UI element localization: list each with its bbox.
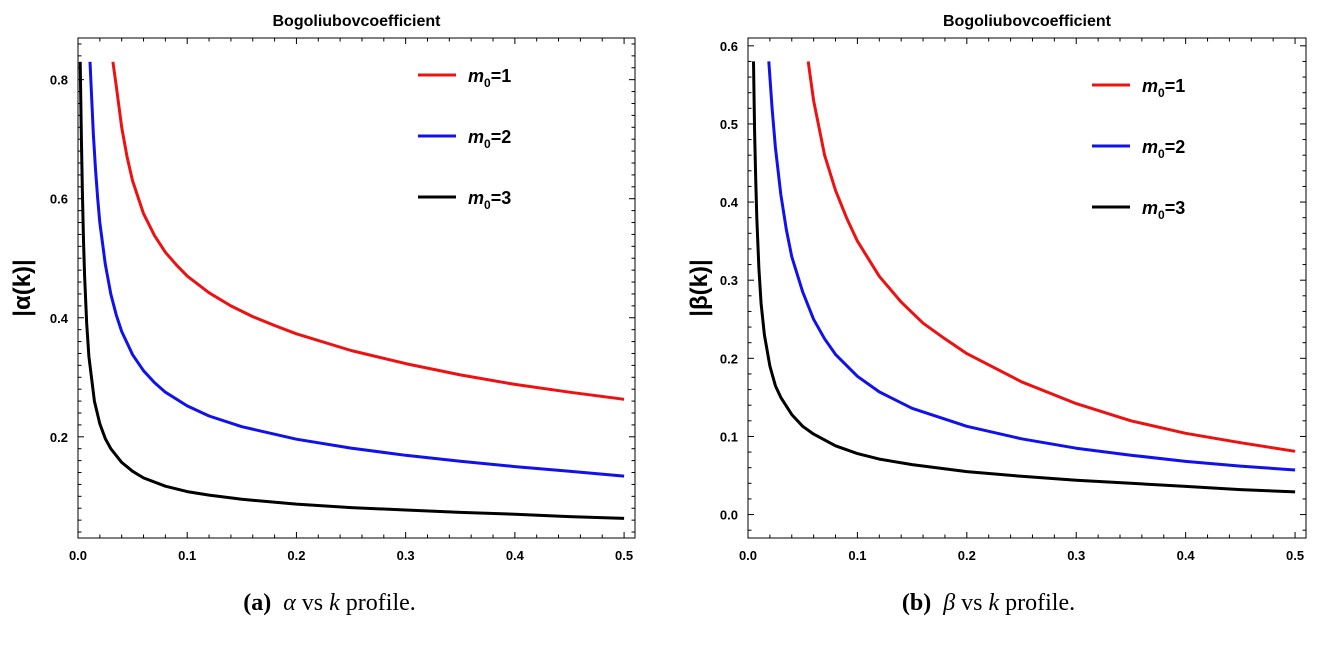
y-axis-label: |β(k)|	[686, 259, 713, 316]
legend-label: m0=3	[468, 188, 511, 212]
caption-alpha: (a) α vs k profile.	[0, 590, 659, 617]
series-line	[111, 61, 625, 401]
x-tick-label: 0.4	[506, 548, 525, 563]
caption-var: α	[283, 590, 296, 616]
y-tick-label: 0.4	[720, 195, 739, 210]
caption-text: vs	[961, 590, 983, 616]
chart-title: Bogoliubovcoefficient	[273, 13, 442, 30]
x-tick-label: 0.0	[69, 548, 87, 563]
x-tick-label: 0.2	[287, 548, 305, 563]
caption-rest: profile.	[345, 590, 416, 616]
plot-frame	[747, 37, 1307, 539]
plot-frame	[77, 37, 636, 539]
chart-title: Bogoliubovcoefficient	[943, 13, 1112, 30]
y-axis-label: |α(k)|	[9, 259, 36, 317]
caption-text: vs	[301, 590, 324, 616]
x-tick-label: 0.2	[958, 548, 976, 563]
series-line	[88, 61, 625, 478]
series-line	[767, 61, 1296, 472]
y-tick-label: 0.2	[720, 351, 738, 366]
y-tick-label: 0.1	[720, 429, 738, 444]
x-tick-label: 0.0	[739, 548, 757, 563]
y-tick-label: 0.6	[720, 39, 738, 54]
legend-label: m0=2	[468, 127, 511, 151]
y-tick-label: 0.0	[720, 508, 738, 523]
caption-var2: k	[988, 590, 1000, 616]
y-tick-label: 0.2	[50, 430, 68, 445]
chart-panel-alpha: Bogoliubovcoefficient 0.0 0.1 0.2 0.3 0.4 0.5 0…	[0, 13, 659, 617]
y-tick-label: 0.6	[50, 192, 68, 207]
y-tick-label: 0.5	[720, 117, 738, 132]
x-tick-label: 0.1	[178, 548, 196, 563]
series-line	[752, 61, 1296, 494]
caption-label: (a)	[243, 590, 272, 616]
caption-var2: k	[329, 590, 340, 616]
y-tick-label: 0.8	[50, 73, 68, 88]
legend-label: m0=3	[1142, 198, 1185, 222]
y-tick-label: 0.3	[720, 273, 738, 288]
alpha-chart: Bogoliubovcoefficient 0.0 0.1 0.2 0.3 0.4 0.5 0…	[9, 13, 636, 563]
legend-label: m0=2	[1142, 137, 1185, 161]
x-tick-label: 0.5	[1286, 548, 1304, 563]
series-line	[78, 61, 625, 520]
x-tick-label: 0.3	[1067, 548, 1085, 563]
legend-label: m0=1	[1142, 76, 1185, 100]
beta-chart: Bogoliubovcoefficient 0.0 0.1 0.2 0.3 0.4 0.5 0…	[686, 13, 1307, 563]
y-tick-label: 0.4	[50, 311, 69, 326]
x-tick-label: 0.1	[848, 548, 866, 563]
x-tick-label: 0.5	[615, 548, 633, 563]
x-tick-label: 0.4	[1177, 548, 1196, 563]
caption-rest: profile.	[1005, 590, 1076, 616]
caption-label: (b)	[901, 590, 932, 616]
caption-var: β	[943, 590, 956, 616]
x-tick-label: 0.3	[397, 548, 415, 563]
chart-panel-beta: Bogoliubovcoefficient 0.0 0.1 0.2 0.3 0.4 0.5 0…	[659, 0, 1318, 649]
series-line	[806, 61, 1296, 453]
caption-beta: (b) β vs k profile.	[659, 590, 1318, 617]
legend-label: m0=1	[468, 66, 511, 90]
